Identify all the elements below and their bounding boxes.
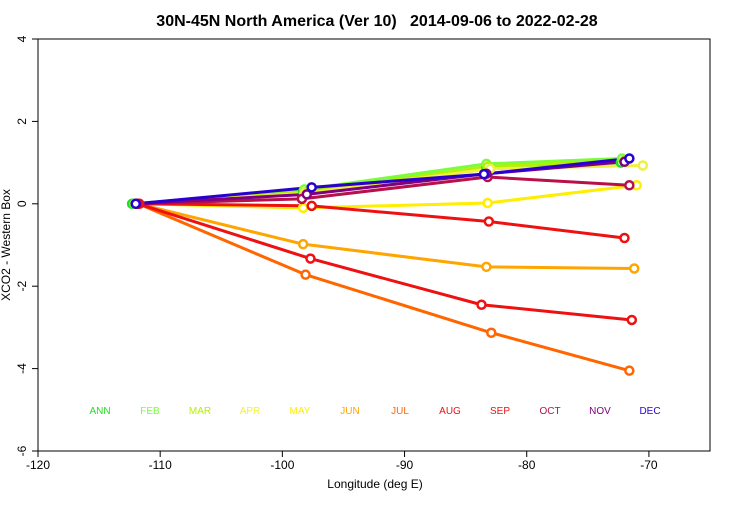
- data-point-aug: [305, 253, 316, 264]
- legend-label-dec: DEC: [639, 406, 660, 417]
- y-tick-label: 4: [15, 35, 29, 42]
- data-point-nov: [301, 189, 313, 200]
- data-point-jul: [486, 327, 497, 339]
- legend-label-oct: OCT: [539, 406, 560, 417]
- legend-label-sep: SEP: [490, 406, 510, 417]
- data-point-sep: [619, 232, 630, 244]
- legend-label-jun: JUN: [340, 406, 359, 417]
- y-tick-label: 0: [15, 200, 29, 207]
- legend-label-apr: APR: [240, 406, 261, 417]
- legend-label-ann: ANN: [89, 406, 110, 417]
- y-axis-label: XCO2 - Western Box: [0, 189, 13, 301]
- data-point-jun: [628, 263, 640, 274]
- y-tick-label: 2: [15, 118, 29, 125]
- legend-label-jul: JUL: [391, 406, 409, 417]
- data-point-jul: [300, 269, 311, 280]
- data-point-jun: [297, 238, 309, 250]
- series-line-aug: [136, 202, 634, 322]
- chart-title: 30N-45N North America (Ver 10) 2014-09-0…: [156, 13, 598, 30]
- series-line-jun: [136, 202, 636, 270]
- x-tick-label: -100: [270, 458, 294, 472]
- data-point-oct: [624, 180, 635, 191]
- y-tick-label: -2: [15, 281, 29, 292]
- series-line-oct: [135, 175, 631, 206]
- x-tick-label: -90: [396, 458, 414, 472]
- legend-label-aug: AUG: [439, 406, 461, 417]
- series-line-jul: [136, 202, 631, 373]
- x-tick-label: -80: [518, 458, 536, 472]
- legend-label-may: MAY: [290, 406, 311, 417]
- series-line-sep: [137, 202, 626, 240]
- data-point-dec: [130, 198, 141, 210]
- data-point-aug: [476, 299, 487, 310]
- x-tick-label: -120: [26, 458, 50, 472]
- series-line-dec: [134, 156, 631, 206]
- data-point-dec: [624, 153, 635, 164]
- plot-area-frame: [37, 38, 711, 452]
- x-tick-label: -70: [640, 458, 658, 472]
- legend-label-nov: NOV: [589, 406, 611, 417]
- data-point-jun: [481, 261, 492, 273]
- x-tick-label: -110: [149, 458, 172, 472]
- data-point-sep: [483, 216, 495, 227]
- x-axis-label: Longitude (deg E): [327, 477, 422, 491]
- data-point-dec: [478, 168, 490, 180]
- data-point-may: [297, 202, 309, 214]
- data-point-sep: [306, 200, 317, 212]
- data-point-jul: [624, 365, 635, 376]
- data-point-dec: [306, 182, 317, 193]
- data-point-may: [482, 197, 493, 209]
- data-point-apr: [637, 160, 649, 171]
- legend-label-feb: FEB: [140, 406, 160, 417]
- y-tick-label: -6: [15, 445, 29, 456]
- y-tick-label: -4: [15, 363, 29, 374]
- data-point-aug: [626, 314, 638, 326]
- legend-label-mar: MAR: [189, 406, 211, 417]
